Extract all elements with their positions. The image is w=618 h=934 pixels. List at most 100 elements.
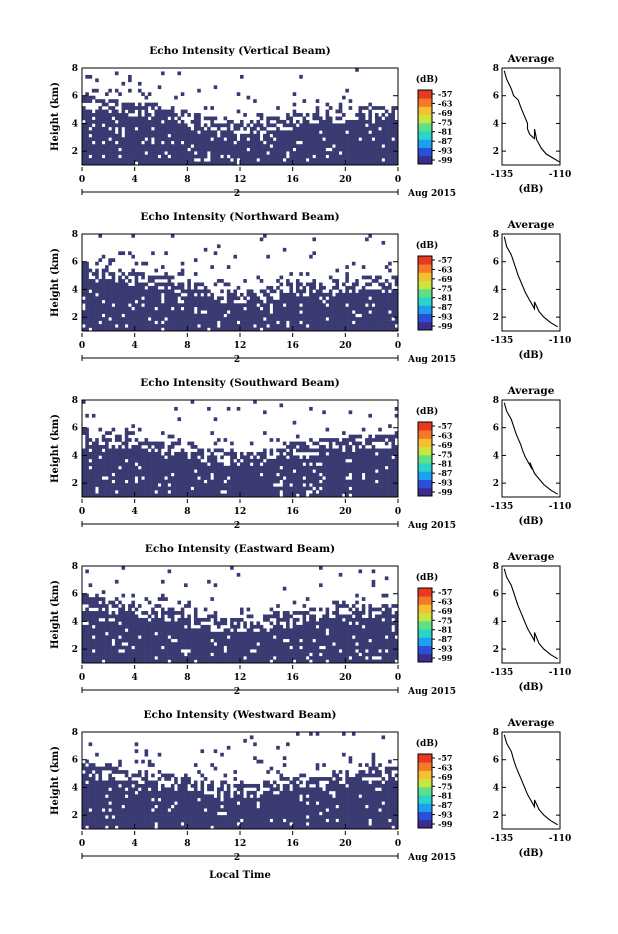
heatmap-cell (296, 144, 300, 148)
heatmap-cell (98, 635, 102, 639)
heatmap-cell (250, 487, 254, 491)
heatmap-cell (391, 487, 395, 491)
heatmap-cell (122, 296, 126, 300)
heatmap-cell (191, 317, 195, 321)
heatmap-cell (115, 597, 119, 601)
heatmap-cell (342, 155, 346, 159)
heatmap-cell (95, 642, 99, 646)
heatmap-cell (263, 473, 267, 477)
heatmap-cell (260, 469, 264, 473)
heatmap-cell (207, 639, 211, 643)
heatmap-cell (164, 473, 168, 477)
heatmap-cell (388, 117, 392, 121)
heatmap-cell (148, 92, 152, 96)
heatmap-cell (89, 480, 93, 484)
heatmap-cell (125, 435, 129, 439)
heatmap-cell (296, 289, 300, 293)
heatmap-cell (102, 293, 106, 297)
heatmap-cell (115, 293, 119, 297)
heatmap-cell (174, 452, 178, 456)
heatmap-cell (154, 113, 158, 117)
heatmap-cell (247, 473, 251, 477)
heatmap-cell (138, 317, 142, 321)
heatmap-cell (368, 123, 372, 127)
heatmap-cell (184, 635, 188, 639)
heatmap-cell (115, 452, 119, 456)
heatmap-cell (128, 120, 132, 124)
heatmap-cell (168, 276, 172, 280)
heatmap-cell (148, 286, 152, 290)
heatmap-cell (345, 445, 349, 449)
heatmap-cell (135, 120, 139, 124)
heatmap-cell (270, 137, 274, 141)
heatmap-cell (326, 449, 330, 453)
heatmap-cell (355, 127, 359, 131)
heatmap-cell (168, 455, 172, 459)
heatmap-cell (359, 490, 363, 494)
heatmap-cell (332, 490, 336, 494)
heatmap-cell (382, 476, 386, 480)
heatmap-cell (237, 314, 241, 318)
heatmap-cell (204, 286, 208, 290)
heatmap-cell (194, 615, 198, 619)
heatmap-cell (125, 621, 129, 625)
heatmap-cell (201, 307, 205, 311)
heatmap-cell (332, 449, 336, 453)
heatmap-cell (95, 307, 99, 311)
heatmap-cell (335, 110, 339, 114)
heatmap-cell (207, 134, 211, 138)
heatmap-cell (122, 455, 126, 459)
date-axis-tick-label: 2 (234, 521, 240, 531)
heatmap-cell (352, 134, 356, 138)
heatmap-cell (204, 656, 208, 660)
heatmap-cell (187, 476, 191, 480)
heatmap-cell (174, 611, 178, 615)
heatmap-cell (92, 632, 96, 636)
heatmap-cell (122, 144, 126, 148)
heatmap-cell (161, 148, 165, 152)
heatmap-cell (112, 276, 116, 280)
heatmap-cell (98, 158, 102, 162)
heatmap-cell (174, 321, 178, 325)
average-x-axis-label: (dB) (519, 516, 544, 527)
heatmap-cell (161, 455, 165, 459)
heatmap-cell (145, 438, 149, 442)
heatmap-cell (359, 449, 363, 453)
heatmap-cell (141, 307, 145, 311)
heatmap-cell (85, 134, 89, 138)
heatmap-cell (98, 452, 102, 456)
heatmap-cell (385, 483, 389, 487)
heatmap-cell (372, 462, 376, 466)
heatmap-cell (108, 289, 112, 293)
heatmap-cell (118, 438, 122, 442)
heatmap-cell (312, 137, 316, 141)
heatmap-cell (141, 106, 145, 110)
heatmap-cell (233, 317, 237, 321)
heatmap-cell (339, 459, 343, 463)
heatmap-cell (177, 621, 181, 625)
heatmap-cell (385, 314, 389, 318)
heatmap-cell (118, 321, 122, 325)
heatmap-cell (391, 110, 395, 114)
heatmap-cell (312, 148, 316, 152)
heatmap-cell (247, 490, 251, 494)
heatmap-cell (158, 300, 162, 304)
heatmap-cell (368, 158, 372, 162)
average-profile-line (504, 71, 560, 162)
heatmap-cell (112, 283, 116, 287)
heatmap-cell (326, 307, 330, 311)
heatmap-cell (332, 459, 336, 463)
heatmap-cell (385, 265, 389, 269)
heatmap-cell (141, 462, 145, 466)
heatmap-cell (98, 113, 102, 117)
heatmap-cell (319, 293, 323, 297)
heatmap-cell (181, 462, 185, 466)
heatmap-cell (316, 466, 320, 470)
heatmap-cell (283, 455, 287, 459)
heatmap-cell (263, 155, 267, 159)
heatmap-cell (345, 272, 349, 276)
heatmap-cell (349, 466, 353, 470)
heatmap-cell (187, 639, 191, 643)
heatmap-cell (263, 321, 267, 325)
heatmap-cell (115, 103, 119, 107)
